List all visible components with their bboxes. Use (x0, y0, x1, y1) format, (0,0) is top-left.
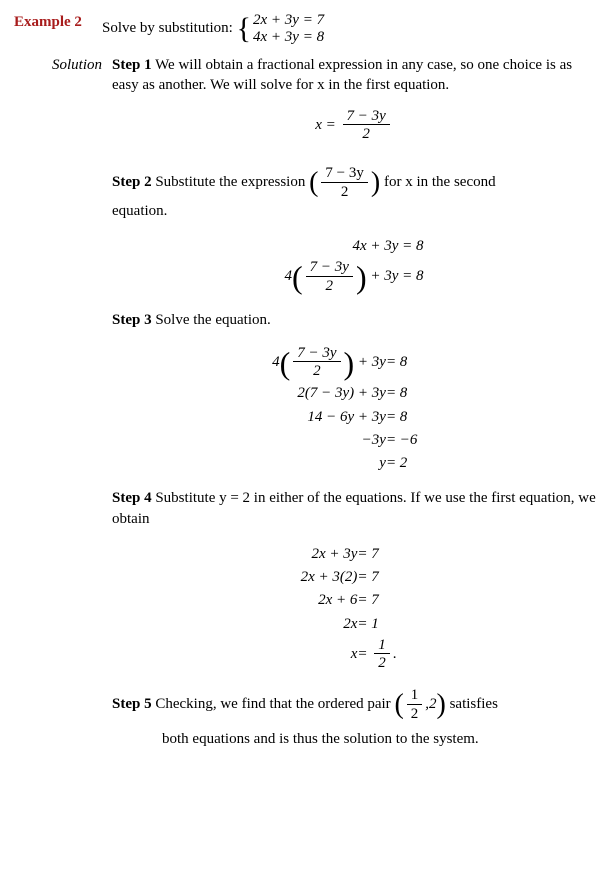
s4l5-lhs: x (351, 646, 358, 662)
left-brace-icon: { (237, 14, 251, 44)
step5-text-b: satisfies (450, 696, 498, 712)
step3-text: Solve the equation. (155, 312, 270, 328)
s3l2-lhs: 2(7 − 3y) + 3y (297, 385, 386, 401)
s4l3-lhs: 2x + 6 (318, 592, 357, 608)
step2-line1: 4x + 3y = 8 (352, 238, 423, 254)
step1-label: Step 1 (112, 57, 152, 73)
s3l1-post: + 3y (354, 354, 386, 370)
step2-text-c: equation. (112, 203, 167, 219)
solution-label: Solution (14, 55, 112, 75)
s4l1-eq: = 7 (357, 544, 407, 564)
step2-inline-den: 2 (321, 183, 367, 201)
step2-block: Step 2 Substitute the expression ( 7 − 3… (112, 165, 596, 298)
step5-pair-den: 2 (407, 705, 423, 723)
solution-row: Solution Step 1 We will obtain a fractio… (14, 55, 596, 155)
s3l3-lhs: 14 − 6y + 3y (307, 409, 386, 425)
step4-text: Substitute y = 2 in either of the equati… (112, 490, 596, 526)
system-brace: { 2x + 3y = 7 4x + 3y = 8 (237, 12, 324, 45)
example-content: Solve by substitution: { 2x + 3y = 7 4x … (102, 12, 596, 45)
s3l5-lhs: y (379, 455, 386, 471)
system-eq2: 4x + 3y = 8 (253, 29, 324, 46)
step3-eqs: 4( 7 − 3y 2 ) + 3y = 8 2(7 − 3y) + 3y = … (112, 342, 596, 477)
step1-eq: x = 7 − 3y 2 (112, 108, 596, 144)
step3-label: Step 3 (112, 312, 152, 328)
step2-text-a: Substitute the expression (155, 174, 305, 190)
s3l3-eq: = 8 (386, 407, 436, 427)
step5-pair-frac: 1 2 (407, 687, 423, 723)
s3l4-eq: = −6 (386, 430, 436, 450)
s3l4-lhs: −3y (362, 432, 386, 448)
s4l3-eq: = 7 (357, 590, 407, 610)
step2-eqs: 4x + 3y = 8 4( 7 − 3y 2 ) + 3y = 8 (112, 233, 596, 298)
step1-block: Step 1 We will obtain a fractional expre… (112, 55, 596, 155)
s4l4-eq: = 1 (357, 614, 407, 634)
step1-lhs: x = (315, 117, 336, 133)
step2-line2-pre: 4 (285, 268, 293, 284)
s4l5-post: . (393, 646, 397, 662)
step5-block: Step 5 Checking, we find that the ordere… (112, 687, 596, 749)
step5-text-a: Checking, we find that the ordered pair (155, 696, 390, 712)
step4-block: Step 4 Substitute y = 2 in either of the… (112, 488, 596, 675)
step4-eqs: 2x + 3y = 7 2x + 3(2) = 7 2x + 6 = 7 2x … (112, 541, 596, 676)
system-equations: 2x + 3y = 7 4x + 3y = 8 (253, 12, 324, 45)
step2-line2-post: + 3y = 8 (367, 268, 424, 284)
step2-inline-num: 7 − 3y (321, 165, 367, 183)
step2-inline-frac: 7 − 3y 2 (321, 165, 367, 201)
s3l1-eq: = 8 (386, 352, 436, 372)
step2-label: Step 2 (112, 174, 152, 190)
example-prompt: Solve by substitution: (102, 20, 233, 36)
s3l1-num: 7 − 3y (293, 345, 340, 363)
s4l5-frac: 12 (374, 637, 390, 673)
s4l5-den: 2 (374, 654, 390, 672)
s3l2-eq: = 8 (386, 383, 436, 403)
step5-pair-num: 1 (407, 687, 423, 705)
step3-block: Step 3 Solve the equation. 4( 7 − 3y 2 )… (112, 310, 596, 477)
step2-line2-den: 2 (306, 277, 353, 295)
s4l5-num: 1 (374, 637, 390, 655)
s3l1-den: 2 (293, 362, 340, 380)
step2-text-b: for x in the second (384, 174, 496, 190)
s4l1-lhs: 2x + 3y (311, 546, 357, 562)
s4l5-pre: = (357, 646, 371, 662)
step1-text: We will obtain a fractional expression i… (112, 57, 572, 93)
step5-text-c: both equations and is thus the solution … (162, 729, 596, 749)
step1-frac: 7 − 3y 2 (343, 108, 390, 144)
s4l2-lhs: 2x + 3(2) (301, 569, 358, 585)
s3l1-frac: 7 − 3y 2 (293, 345, 340, 381)
s3l5-eq: = 2 (386, 453, 436, 473)
step5-pair-y: ,2 (425, 696, 436, 712)
step1-den: 2 (343, 125, 390, 143)
step2-line2-num: 7 − 3y (306, 259, 353, 277)
system-eq1: 2x + 3y = 7 (253, 12, 324, 29)
example-label: Example 2 (14, 12, 102, 32)
step1-num: 7 − 3y (343, 108, 390, 126)
step4-label: Step 4 (112, 490, 152, 506)
s4l4-lhs: 2x (343, 616, 357, 632)
s4l2-eq: = 7 (357, 567, 407, 587)
step5-label: Step 5 (112, 696, 152, 712)
example-row: Example 2 Solve by substitution: { 2x + … (14, 12, 596, 45)
step2-line2-frac: 7 − 3y 2 (306, 259, 353, 295)
s3l1-pre: 4 (272, 354, 280, 370)
